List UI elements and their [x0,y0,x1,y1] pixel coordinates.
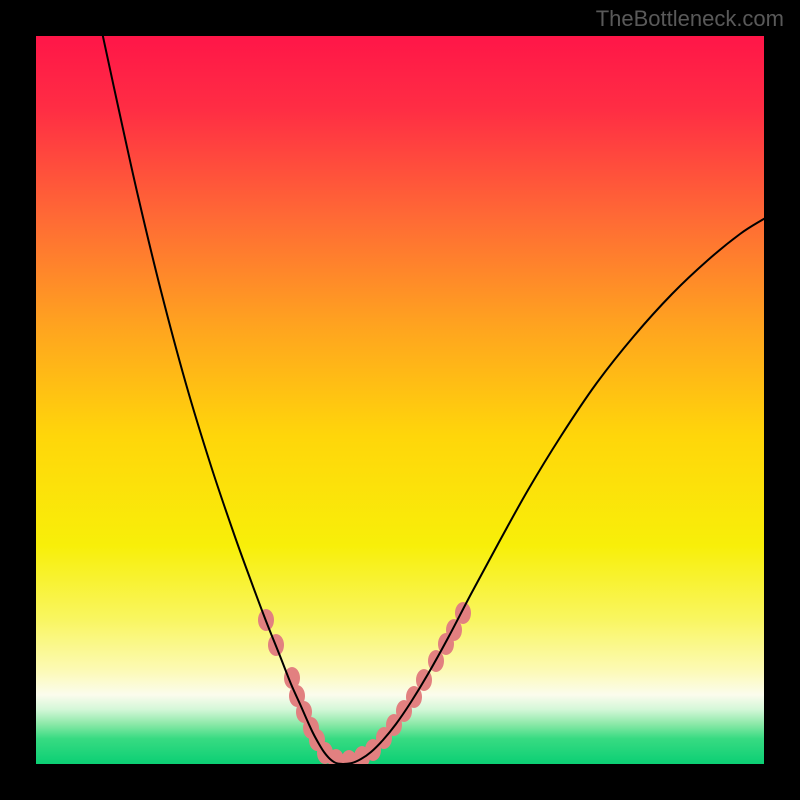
watermark-text: TheBottleneck.com [596,6,784,32]
chart-frame: TheBottleneck.com [0,0,800,800]
gradient-background [36,36,764,764]
plot-area [36,36,764,764]
plot-svg [36,36,764,764]
